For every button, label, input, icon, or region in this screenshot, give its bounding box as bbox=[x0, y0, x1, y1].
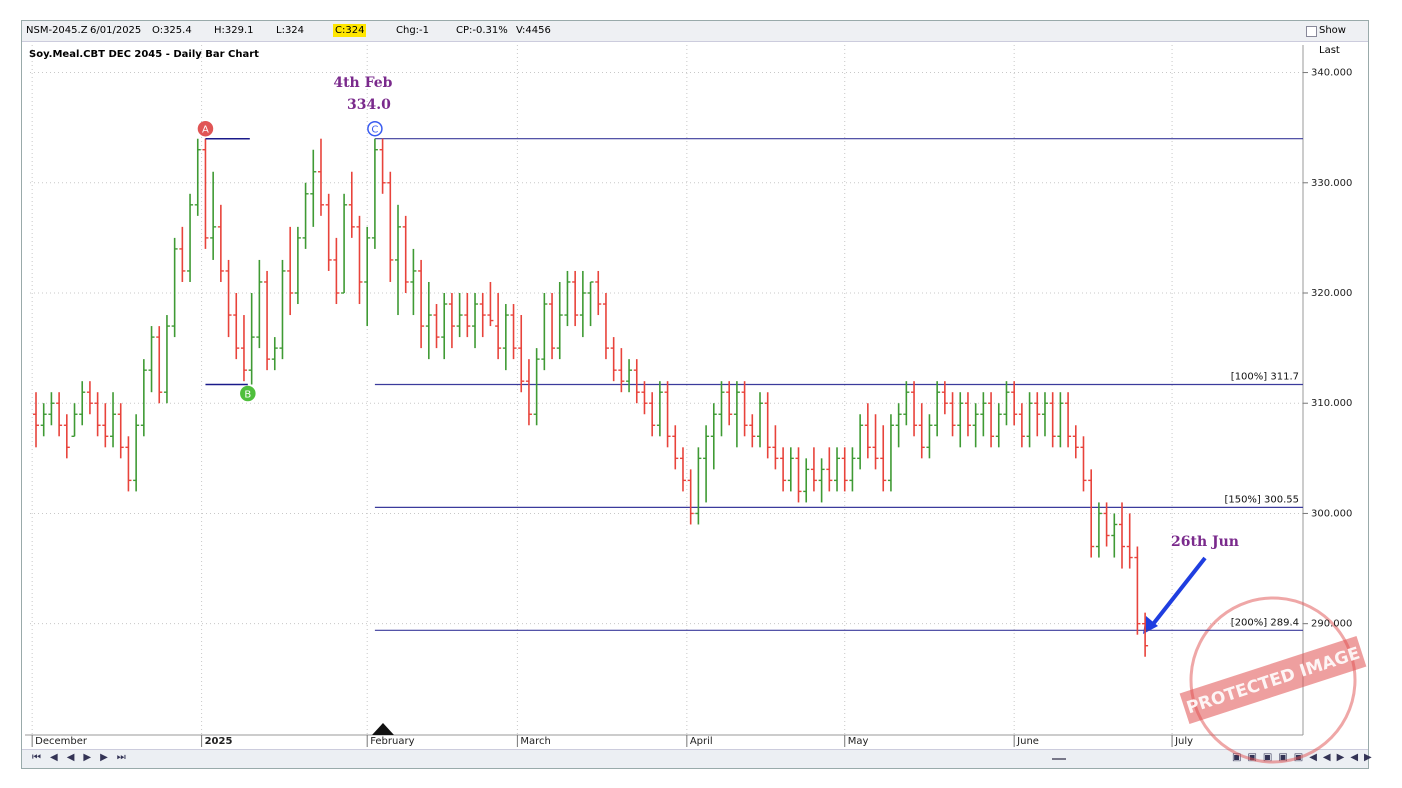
date-marker bbox=[372, 723, 394, 735]
x-tick-label: July bbox=[1174, 736, 1193, 747]
x-tick-label: December bbox=[35, 736, 88, 747]
show-last-checkbox[interactable] bbox=[1306, 26, 1317, 37]
callout-date: 4th Feb bbox=[333, 75, 392, 91]
change-pct: CP:-0.31% bbox=[456, 25, 508, 36]
x-tick-label: April bbox=[690, 736, 713, 747]
callout-arrowhead bbox=[1143, 616, 1158, 634]
watermark-stamp: PROTECTED IMAGE bbox=[1179, 596, 1367, 764]
chart-title: Soy.Meal.CBT DEC 2045 - Daily Bar Chart bbox=[29, 49, 259, 60]
scroll-thumb[interactable] bbox=[1052, 758, 1066, 760]
callout-arrow bbox=[1148, 556, 1207, 630]
close: C:324 bbox=[333, 24, 367, 37]
pivot-marker bbox=[240, 385, 256, 402]
y-tick-label: 340.000 bbox=[1311, 68, 1352, 79]
watermark: PROTECTED IMAGE bbox=[1184, 643, 1362, 718]
pivot-marker bbox=[367, 120, 383, 137]
open: O:325.4 bbox=[152, 25, 192, 36]
header-bar: NSM-2045.Z 6/01/2025 O:325.4 H:329.1 L:3… bbox=[22, 21, 1368, 56]
x-tick-label: 2025 bbox=[205, 736, 233, 747]
stamp-band bbox=[1179, 636, 1367, 724]
show-last-label: Show Last bbox=[1319, 25, 1346, 56]
x-tick-label: May bbox=[848, 736, 869, 747]
date: 6/01/2025 bbox=[90, 25, 142, 36]
pivot-marker bbox=[197, 120, 214, 137]
change: Chg:-1 bbox=[396, 25, 430, 36]
high: H:329.1 bbox=[214, 25, 254, 36]
plot-area bbox=[30, 45, 1303, 735]
level-label: [150%] 300.55 bbox=[1224, 494, 1299, 505]
volume: V:4456 bbox=[516, 25, 551, 36]
y-tick-label: 330.000 bbox=[1311, 178, 1352, 189]
level-label: [200%] 289.4 bbox=[1231, 617, 1299, 628]
nav-buttons[interactable]: ⏮◀◀▶▶⏭ bbox=[32, 752, 135, 763]
callout-date: 26th Jun bbox=[1171, 534, 1239, 550]
y-tick-label: 300.000 bbox=[1311, 508, 1352, 519]
low: L:324 bbox=[276, 25, 305, 36]
callout-price: 334.0 bbox=[347, 97, 391, 113]
y-tick-label: 290.000 bbox=[1311, 619, 1352, 630]
pivot-label: C bbox=[371, 125, 378, 136]
pivot-label: A bbox=[202, 125, 209, 136]
y-tick-label: 310.000 bbox=[1311, 398, 1352, 409]
x-tick-label: June bbox=[1016, 736, 1039, 747]
y-tick-label: 320.000 bbox=[1311, 288, 1352, 299]
level-label: [100%] 311.7 bbox=[1231, 371, 1299, 382]
x-tick-label: February bbox=[370, 736, 414, 747]
x-tick-label: March bbox=[520, 736, 550, 747]
pivot-label: B bbox=[244, 389, 251, 400]
symbol: NSM-2045.Z bbox=[26, 25, 88, 36]
